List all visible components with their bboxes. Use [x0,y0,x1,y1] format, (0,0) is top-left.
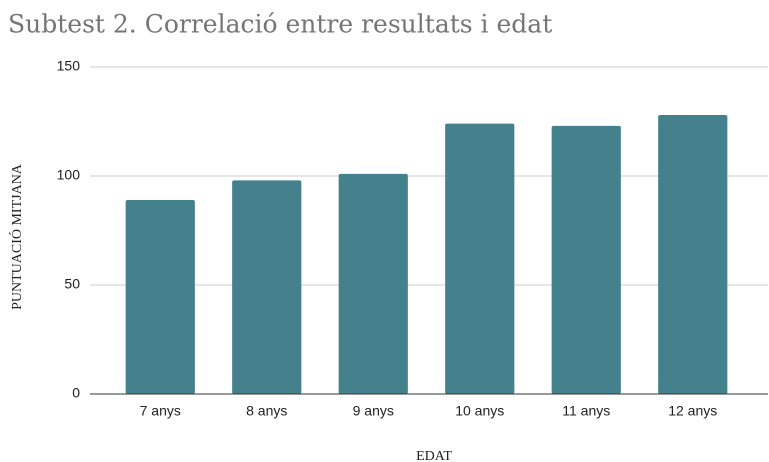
y-axis-title: PUNTUACIÓ MITJANA [8,163,25,310]
bar [125,199,195,394]
x-axis-title: EDAT [416,449,452,462]
y-tick-label: 100 [57,167,81,183]
bar [232,180,302,394]
x-tick-label: 9 anys [353,403,394,419]
y-tick-label: 50 [64,276,80,292]
bar [551,125,621,395]
bar [658,114,728,395]
bar [445,123,515,395]
x-tick-label: 8 anys [246,403,287,419]
bar [338,173,408,394]
y-tick-label: 0 [72,385,80,401]
x-tick-label: 7 anys [140,403,181,419]
x-tick-label: 10 anys [455,403,504,419]
y-tick-label: 150 [57,58,81,74]
x-tick-label: 12 anys [668,403,717,419]
chart-title: Subtest 2. Correlació entre resultats i … [8,10,552,39]
x-tick-label: 11 anys [562,403,610,419]
